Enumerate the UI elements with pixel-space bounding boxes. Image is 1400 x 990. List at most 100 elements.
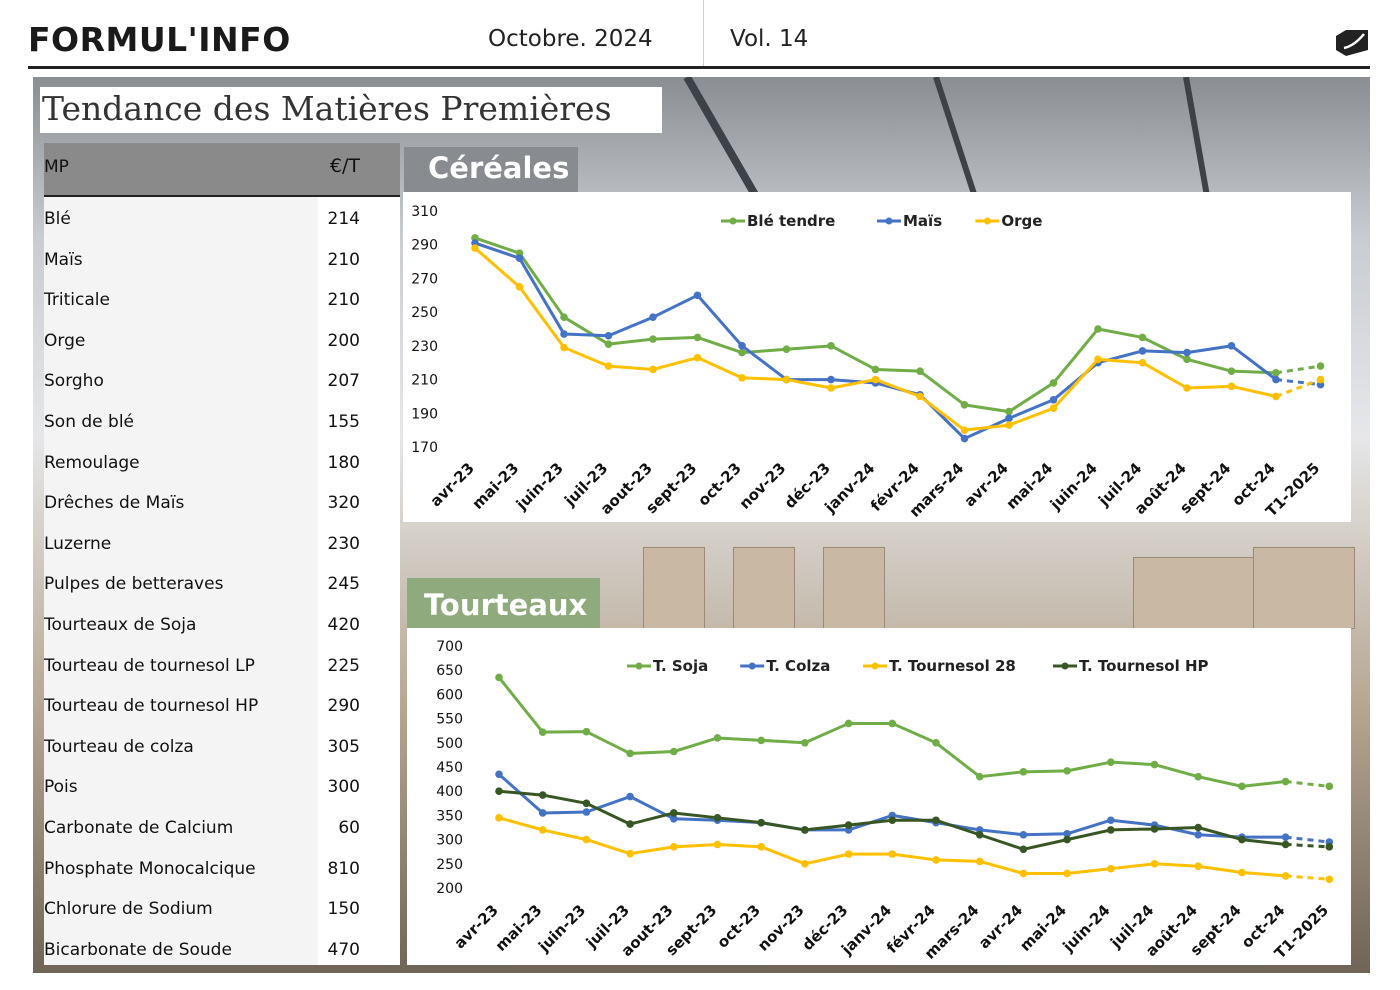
tourteaux-y-tick-label: 250	[436, 857, 463, 873]
material-price: 290	[327, 696, 360, 717]
column-header-mp: MP	[44, 157, 69, 177]
cereales-data-point	[1138, 333, 1147, 342]
table-row: Orge 200	[44, 323, 400, 363]
cereales-data-point	[827, 342, 835, 350]
cereales-data-point	[1183, 355, 1191, 364]
tourteaux-data-point	[844, 850, 853, 858]
tourteaux-data-point	[626, 792, 634, 801]
svg-text:T. Tournesol 28: T. Tournesol 28	[889, 657, 1016, 675]
cereales-y-tick-label: 250	[411, 305, 438, 321]
tourteaux-legend-item: T. Soja	[627, 657, 708, 675]
tourteaux-forecast-segment	[1285, 874, 1330, 881]
tourteaux-legend-item: T. Tournesol HP	[1053, 657, 1209, 675]
cereales-data-point	[738, 374, 746, 382]
tourteaux-data-point	[626, 820, 634, 828]
tourteaux-data-point	[801, 860, 809, 868]
material-price: 305	[327, 736, 360, 757]
material-name: Phosphate Monocalcique	[44, 858, 256, 879]
cereales-data-point	[871, 375, 880, 384]
tourteaux-data-point	[1281, 840, 1290, 849]
table-row: Pois 300	[44, 769, 400, 809]
material-price: 214	[327, 209, 360, 229]
material-name: Triticale	[44, 290, 110, 311]
table-row: Tourteaux de Soja 420	[44, 607, 400, 647]
material-price: 810	[327, 858, 360, 879]
tourteaux-data-point	[1019, 830, 1028, 839]
material-name: Tourteau de tournesol HP	[44, 696, 259, 717]
tourteaux-data-point	[1107, 816, 1115, 825]
svg-text:T. Soja: T. Soja	[653, 657, 708, 675]
tourteaux-data-point	[975, 830, 984, 839]
tourteaux-data-point	[538, 809, 547, 817]
tourteaux-forecast-segment	[1285, 835, 1330, 844]
cereales-data-point	[1183, 384, 1191, 392]
tourteaux-x-tick-label: nov-23	[754, 901, 808, 955]
cereales-data-point	[1227, 382, 1236, 391]
material-price: 470	[327, 939, 360, 960]
svg-text:T. Colza: T. Colza	[766, 657, 830, 675]
cereales-data-point	[1316, 375, 1325, 384]
page-header: FORMUL'INFO Octobre. 2024 Vol. 14	[0, 0, 1400, 69]
tourteaux-data-point	[582, 727, 591, 736]
cereales-series-line	[474, 246, 1277, 432]
material-price: 155	[327, 412, 360, 432]
material-price: 320	[327, 493, 360, 514]
cereales-data-point	[738, 342, 746, 350]
material-name: Son de blé	[44, 412, 134, 432]
table-row: Pulpes de betteraves 245	[44, 566, 400, 606]
tourteaux-data-point	[538, 791, 547, 799]
cereales-legend-item: Orge	[975, 212, 1042, 230]
cereales-data-point	[1272, 375, 1280, 384]
section-title-cereales: Céréales	[428, 151, 570, 185]
cereales-data-point	[1138, 358, 1147, 367]
cereales-data-point	[560, 343, 568, 352]
column-header-price: €/T	[329, 155, 360, 177]
tourteaux-data-point	[713, 734, 722, 742]
table-row: Bicarbonate de Soude 470	[44, 932, 400, 972]
cereales-data-point	[604, 340, 613, 348]
tourteaux-data-point	[888, 719, 897, 728]
table-row: Luzerne 230	[44, 526, 400, 566]
cereales-data-point	[693, 291, 702, 300]
tourteaux-data-point	[1150, 860, 1159, 868]
tourteaux-data-point	[670, 814, 678, 823]
tourteaux-data-point	[1281, 777, 1290, 786]
tourteaux-data-point	[670, 747, 678, 756]
cereales-data-point	[782, 375, 791, 384]
cereales-data-point	[1227, 367, 1236, 375]
header-rule	[28, 66, 1370, 69]
tourteaux-data-point	[975, 857, 984, 866]
cereales-data-point	[649, 335, 657, 343]
material-name: Tourteau de tournesol LP	[44, 655, 255, 676]
table-row: Phosphate Monocalcique 810	[44, 851, 400, 891]
issue-volume: Vol. 14	[730, 26, 809, 52]
tourteaux-data-point	[932, 816, 940, 825]
tourteaux-y-tick-label: 600	[436, 687, 463, 703]
table-row: Blé 214	[44, 201, 400, 241]
cereales-data-point	[1138, 347, 1147, 355]
table-row: Sorgho 207	[44, 363, 400, 403]
cereales-y-tick-label: 290	[411, 238, 438, 254]
tourteaux-data-point	[1325, 875, 1334, 884]
tourteaux-data-point	[1150, 760, 1159, 769]
material-price: 300	[327, 777, 360, 798]
tourteaux-data-point	[1063, 835, 1071, 844]
tourteaux-data-point	[1238, 868, 1246, 877]
tourteaux-data-point	[888, 850, 897, 858]
tourteaux-x-tick-label: juin-24	[1059, 901, 1114, 956]
tourteaux-chart-panel: 700 650 600 550 500 450 400 350 300 250 200 avr-23 m…	[407, 628, 1351, 965]
cereales-series-line	[474, 241, 1277, 441]
tourteaux-data-point	[1325, 843, 1334, 851]
tourteaux-data-point	[670, 809, 678, 817]
table-row: Tourteau de colza 305	[44, 729, 400, 769]
table-row: Chlorure de Sodium 150	[44, 891, 400, 931]
tourteaux-data-point	[1194, 772, 1202, 781]
tourteaux-y-tick-label: 400	[436, 784, 463, 800]
cereales-data-point	[916, 367, 924, 375]
material-name: Drêches de Maïs	[44, 493, 185, 514]
material-name: Tourteau de colza	[44, 736, 194, 757]
table-row: Tourteau de tournesol HP 290	[44, 688, 400, 728]
cereales-data-point	[693, 353, 702, 362]
cereales-data-point	[1005, 414, 1013, 423]
tourteaux-data-point	[1281, 872, 1290, 880]
